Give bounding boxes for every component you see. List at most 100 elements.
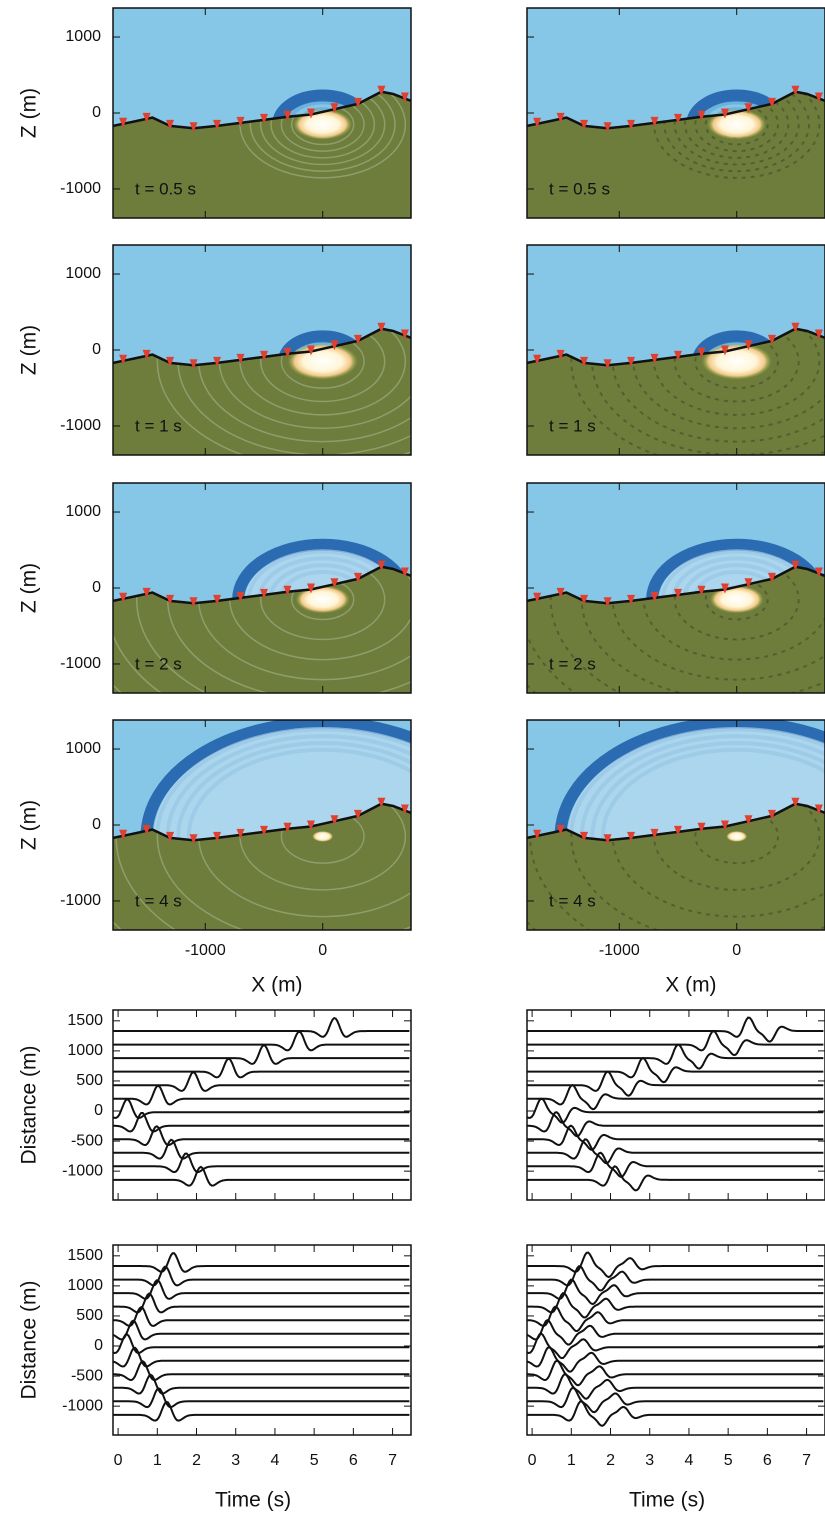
station — [330, 815, 339, 826]
trace — [527, 1138, 824, 1165]
y-tick-label: 1000 — [67, 1277, 103, 1294]
trace — [113, 1030, 410, 1052]
station — [580, 831, 589, 842]
trace — [113, 1125, 410, 1147]
station — [353, 809, 362, 820]
station — [353, 334, 362, 345]
y-tick-label: -500 — [71, 1367, 103, 1384]
source-glow — [709, 585, 764, 614]
station — [306, 820, 315, 831]
x-tick-label: 1 — [567, 1452, 576, 1469]
ripple — [156, 328, 411, 455]
x-tick-label: 4 — [684, 1452, 693, 1469]
station — [306, 345, 315, 356]
station — [580, 356, 589, 367]
y-tick-label: -1000 — [60, 655, 101, 672]
station — [650, 353, 659, 364]
station — [791, 560, 800, 571]
trace — [113, 1071, 410, 1092]
station — [744, 103, 753, 114]
trace — [113, 1152, 410, 1174]
station — [400, 567, 409, 578]
station — [283, 822, 292, 833]
ripple — [673, 91, 800, 166]
y-tick-label: -1000 — [60, 417, 101, 434]
trace — [527, 1400, 824, 1427]
trace — [113, 1279, 410, 1300]
y-tick-label: 1000 — [65, 265, 101, 282]
station — [533, 354, 542, 365]
station — [189, 834, 198, 845]
snapshot-panel — [527, 8, 825, 218]
x-tick-label: -1000 — [599, 942, 640, 959]
trace — [113, 1360, 410, 1382]
trace — [527, 1265, 824, 1292]
station — [767, 97, 776, 108]
ripple — [249, 91, 396, 172]
station — [556, 112, 565, 123]
trace — [112, 1333, 410, 1355]
trace — [527, 1016, 824, 1043]
trace — [113, 1165, 410, 1187]
trace — [113, 1057, 410, 1079]
station — [353, 572, 362, 583]
trace — [113, 1292, 410, 1314]
ripple — [570, 803, 825, 930]
trace — [526, 1097, 824, 1124]
snapshot-panel — [113, 245, 411, 455]
station — [166, 594, 175, 605]
station — [189, 122, 198, 133]
y-tick-label: 1500 — [67, 1012, 103, 1029]
station — [259, 113, 268, 124]
trace — [527, 1111, 824, 1138]
trace — [527, 1278, 824, 1306]
x-tick-label: 5 — [724, 1452, 733, 1469]
x-tick-label: 0 — [114, 1452, 123, 1469]
station — [744, 578, 753, 589]
time-label: t = 1 s — [549, 416, 596, 435]
y-axis-label: Distance (m) — [18, 1280, 41, 1399]
trace — [527, 1291, 824, 1319]
station — [791, 322, 800, 333]
trace — [527, 1386, 824, 1414]
time-label: t = 2 s — [135, 654, 182, 673]
y-tick-label: -1000 — [60, 180, 101, 197]
y-tick-label: -1000 — [62, 1162, 103, 1179]
ripple — [673, 566, 800, 641]
station — [673, 113, 682, 124]
station — [556, 587, 565, 598]
station — [119, 592, 128, 603]
ripple — [694, 808, 780, 865]
station — [627, 356, 636, 367]
trace — [112, 1346, 410, 1368]
trace — [527, 1165, 824, 1192]
ripple — [259, 566, 386, 641]
station — [627, 594, 636, 605]
y-tick-label: 500 — [76, 1072, 103, 1089]
ripple — [704, 103, 769, 146]
station — [166, 119, 175, 130]
station — [119, 829, 128, 840]
ripple — [135, 566, 411, 693]
trace — [527, 1056, 824, 1084]
station — [533, 829, 542, 840]
y-axis-label: Distance (m) — [18, 1045, 41, 1164]
station — [767, 334, 776, 345]
ground — [527, 803, 825, 930]
x-tick-label: 6 — [763, 1452, 772, 1469]
y-tick-label: 500 — [76, 1307, 103, 1324]
station — [236, 116, 245, 127]
ripple — [259, 91, 386, 166]
x-axis-label: X (m) — [251, 974, 302, 997]
station — [697, 347, 706, 358]
station — [400, 329, 409, 340]
station — [650, 591, 659, 602]
time-label: t = 4 s — [135, 891, 182, 910]
x-tick-label: 3 — [231, 1452, 240, 1469]
y-tick-label: 0 — [92, 104, 101, 121]
station — [259, 588, 268, 599]
station — [330, 578, 339, 589]
trace — [527, 1151, 824, 1178]
station — [697, 585, 706, 596]
